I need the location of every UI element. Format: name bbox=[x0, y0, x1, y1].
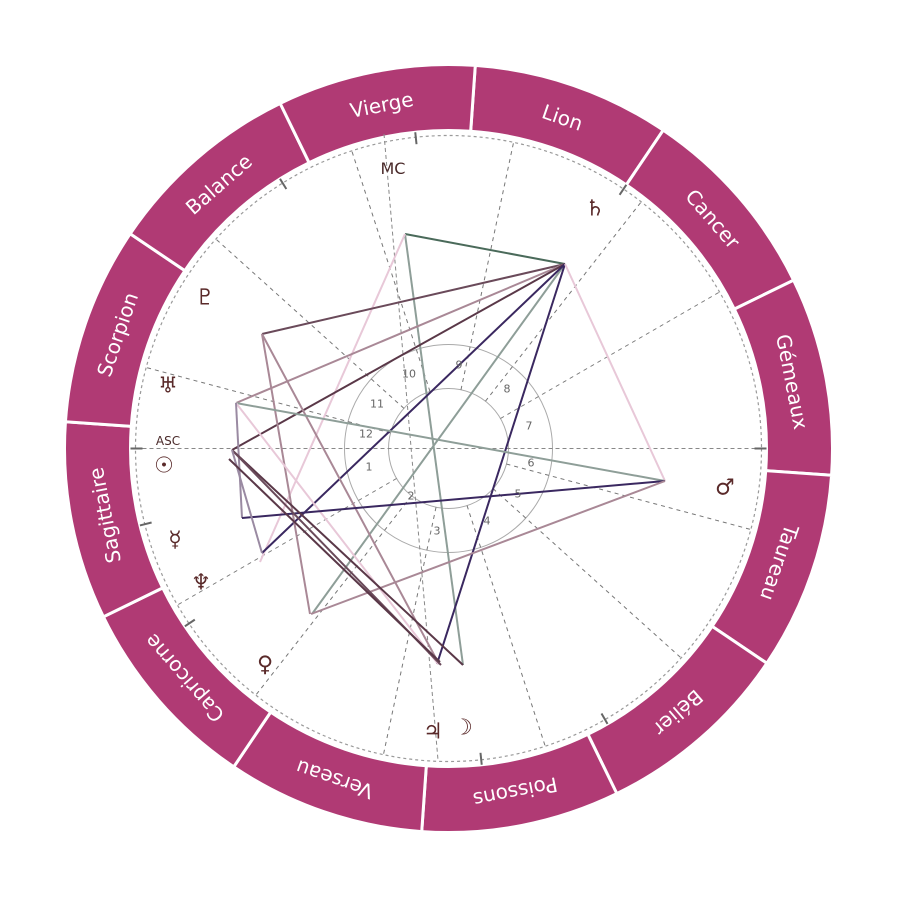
house-number: 2 bbox=[408, 490, 415, 503]
aspect-line bbox=[235, 402, 666, 482]
moon-icon: ☽ bbox=[453, 716, 473, 741]
degree-tick bbox=[184, 618, 196, 628]
aspect-line bbox=[564, 263, 666, 482]
house-cusp-line bbox=[500, 291, 720, 419]
aspect-line bbox=[231, 449, 464, 666]
house-cusp-line bbox=[506, 463, 751, 530]
aspect-line bbox=[404, 233, 464, 666]
house-cusp-line bbox=[351, 150, 431, 392]
sign-segment-taurus bbox=[710, 469, 834, 666]
degree-tick bbox=[414, 132, 418, 145]
aspect-line bbox=[259, 233, 406, 563]
planet-glyphs: ♄ ♇ ♅ ☉ ☿ ♆ ♀ ♃ ☽ ♂ bbox=[154, 197, 735, 745]
aspect-lines bbox=[228, 233, 666, 666]
aspect-line bbox=[235, 263, 566, 404]
house-cusp-line bbox=[492, 488, 682, 659]
aspect-line bbox=[228, 458, 441, 663]
house-cusp-line bbox=[215, 238, 405, 409]
degree-tick bbox=[279, 178, 288, 190]
mc-label: MC bbox=[381, 159, 406, 178]
house-number: 12 bbox=[359, 428, 373, 441]
house-number: 4 bbox=[484, 515, 491, 528]
aspect-line bbox=[404, 233, 566, 265]
saturn-icon: ♄ bbox=[585, 197, 605, 222]
house-cusp-line bbox=[255, 495, 412, 696]
house-cusp-line bbox=[466, 505, 546, 747]
house-cusp-line bbox=[382, 507, 437, 755]
degree-tick bbox=[139, 521, 152, 527]
house-cusp-line bbox=[485, 201, 642, 402]
sign-segment-cancer bbox=[624, 128, 796, 312]
aspect-line bbox=[235, 402, 439, 665]
chart-guides bbox=[130, 132, 767, 765]
house-cusp-line bbox=[177, 478, 397, 606]
aspect-line bbox=[261, 263, 566, 335]
sign-segment-sagittarius bbox=[63, 420, 165, 619]
mars-icon: ♂ bbox=[715, 476, 735, 501]
house-number: 10 bbox=[402, 368, 416, 381]
angle-labels: MC ASC bbox=[156, 159, 406, 448]
house-number: 6 bbox=[528, 457, 535, 470]
asc-label: ASC bbox=[156, 434, 180, 448]
sign-segment-gemini bbox=[732, 278, 834, 477]
house-number: 5 bbox=[515, 488, 522, 501]
aspect-line bbox=[261, 263, 566, 554]
sign-segment-aries bbox=[585, 624, 769, 796]
mc-ic-axis bbox=[383, 133, 439, 761]
house-number: 3 bbox=[434, 525, 441, 538]
aspect-line bbox=[241, 480, 666, 519]
sign-segment-pisces bbox=[420, 732, 619, 834]
venus-icon: ♀ bbox=[257, 653, 273, 678]
sign-segment-virgo bbox=[278, 63, 477, 165]
aspect-line bbox=[310, 480, 666, 615]
neptune-icon: ♆ bbox=[191, 571, 211, 596]
sign-segment-aquarius bbox=[231, 710, 428, 834]
house-cusp-line bbox=[460, 142, 515, 390]
aspect-line bbox=[235, 402, 243, 519]
sun-icon: ☉ bbox=[154, 454, 174, 479]
degree-tick bbox=[618, 184, 628, 196]
sign-segment-scorpio bbox=[63, 231, 187, 428]
aspect-line bbox=[261, 333, 311, 615]
aspect-line bbox=[436, 263, 566, 665]
uranus-icon: ♅ bbox=[158, 374, 178, 399]
house-number: 7 bbox=[526, 420, 533, 433]
aspect-line bbox=[261, 333, 440, 665]
mercury-icon: ☿ bbox=[168, 528, 182, 553]
house-number: 1 bbox=[366, 461, 373, 474]
house-number: 11 bbox=[370, 398, 384, 411]
aspect-line bbox=[231, 263, 566, 451]
house-cusp-line bbox=[146, 367, 391, 434]
degree-tick bbox=[600, 713, 609, 725]
house-number: 9 bbox=[456, 359, 463, 372]
pluto-icon: ♇ bbox=[195, 286, 215, 311]
degree-tick bbox=[479, 752, 483, 765]
sign-segment-libra bbox=[128, 101, 312, 273]
zodiac-ring: LionCancerGémeauxTaureauBélierPoissonsVe… bbox=[63, 63, 834, 834]
house-number: 8 bbox=[504, 383, 511, 396]
jupiter-icon: ♃ bbox=[423, 720, 443, 745]
